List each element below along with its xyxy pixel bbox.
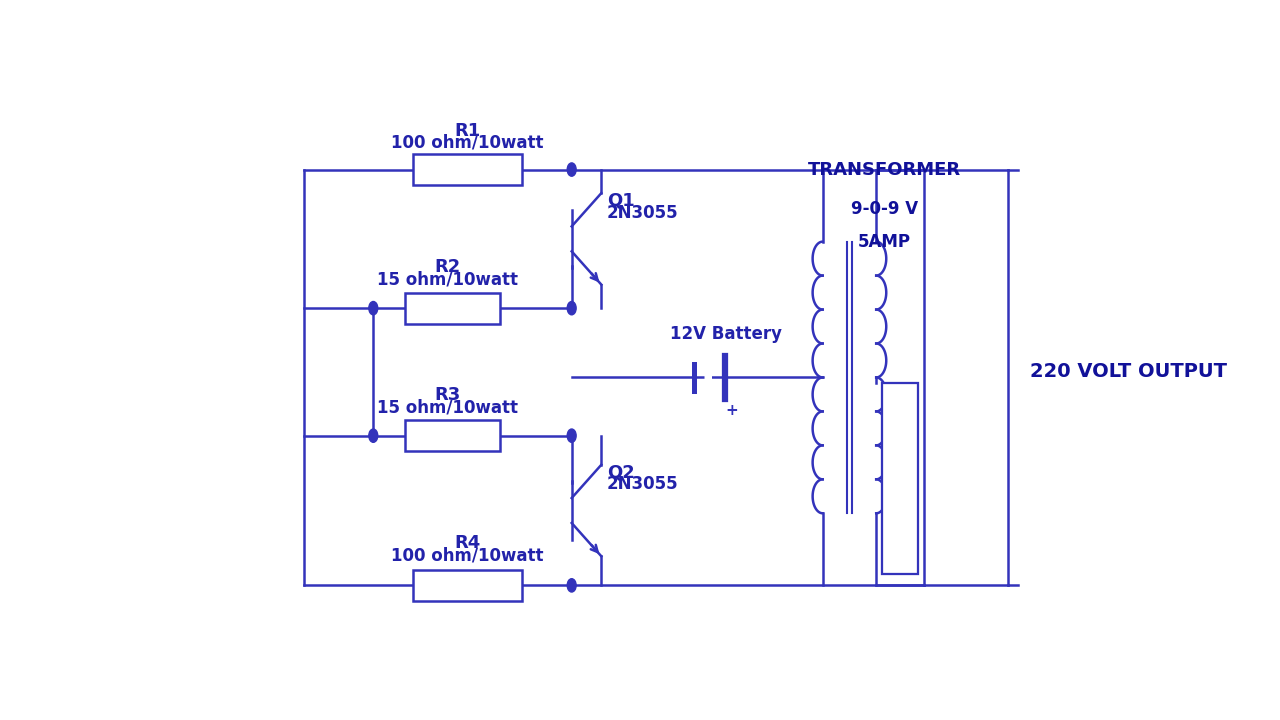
Text: Q1: Q1: [607, 192, 635, 210]
Text: 220 VOLT OUTPUT: 220 VOLT OUTPUT: [1030, 362, 1228, 382]
Text: 2N3055: 2N3055: [607, 475, 678, 493]
Text: 100 ohm/10watt: 100 ohm/10watt: [392, 546, 544, 564]
Bar: [413, 154, 522, 185]
Ellipse shape: [567, 163, 576, 176]
Ellipse shape: [567, 429, 576, 442]
Bar: [404, 292, 500, 324]
Text: R2: R2: [434, 258, 461, 276]
Text: +: +: [726, 403, 739, 418]
Text: 2N3055: 2N3055: [607, 204, 678, 222]
Text: R3: R3: [434, 386, 461, 404]
Bar: [882, 383, 918, 575]
Text: 15 ohm/10watt: 15 ohm/10watt: [378, 398, 518, 416]
Ellipse shape: [369, 429, 378, 442]
Text: R4: R4: [454, 534, 481, 552]
Text: 100 ohm/10watt: 100 ohm/10watt: [392, 133, 544, 151]
Bar: [404, 420, 500, 451]
Bar: [413, 570, 522, 601]
Text: TRANSFORMER: TRANSFORMER: [808, 161, 961, 179]
Ellipse shape: [369, 302, 378, 315]
Text: Q2: Q2: [607, 463, 635, 481]
Text: 5AMP: 5AMP: [858, 233, 910, 251]
Ellipse shape: [567, 579, 576, 592]
Text: 12V Battery: 12V Battery: [671, 325, 782, 343]
Text: R1: R1: [454, 122, 481, 140]
Text: 9-0-9 V: 9-0-9 V: [851, 200, 918, 218]
Text: 15 ohm/10watt: 15 ohm/10watt: [378, 271, 518, 289]
Ellipse shape: [567, 302, 576, 315]
